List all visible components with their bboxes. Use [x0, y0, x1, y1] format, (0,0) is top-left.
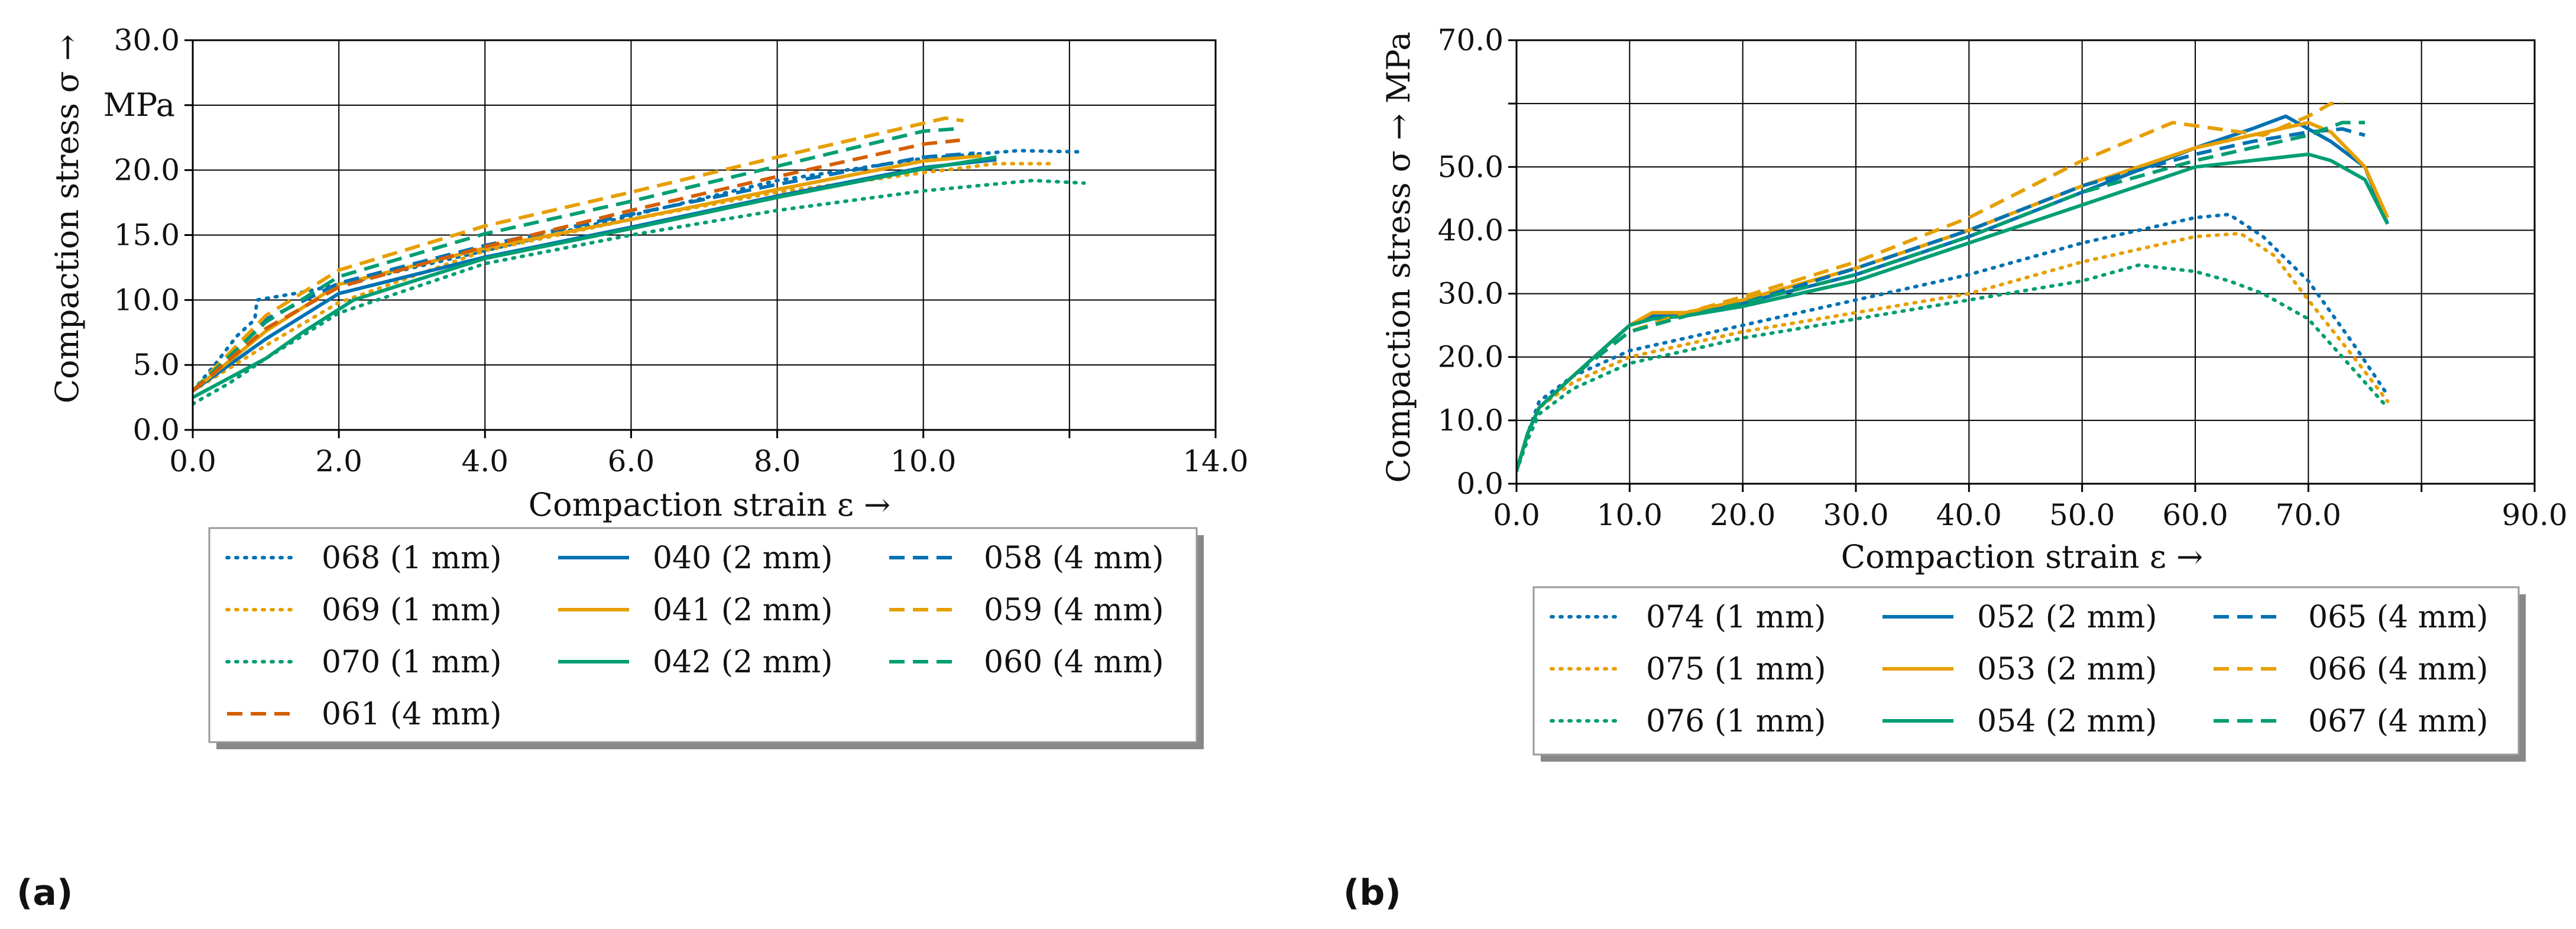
chart-b-ytick-label: 30.0 [1438, 277, 1504, 311]
chart-a-series-059 [193, 116, 964, 393]
chart-b-xtick-label: 70.0 [2276, 498, 2341, 532]
chart-a-legend-label: 042 (2 mm) [653, 645, 833, 680]
chart-a-series-069 [193, 161, 1057, 393]
chart-a-legend-label: 070 (1 mm) [322, 645, 502, 680]
panel-label-b: (b) [1343, 872, 1401, 914]
chart-b-ytick-label: 0.0 [1456, 467, 1504, 501]
chart-a-legend-label: 058 (4 mm) [984, 540, 1164, 576]
chart-b-ytick-label: 20.0 [1438, 340, 1504, 374]
chart-b-legend-label: 076 (1 mm) [1646, 704, 1826, 739]
chart-a-xtick-label: 2.0 [315, 444, 362, 478]
chart-b-legend-label: 054 (2 mm) [1977, 704, 2157, 739]
chart-b-ytick-label: 70.0 [1438, 23, 1504, 57]
chart-b-frame [1515, 39, 2536, 485]
chart-b-series-067 [1517, 121, 2365, 472]
chart-a-series-group [193, 116, 1086, 406]
chart-a-xtick-label: 4.0 [462, 444, 509, 478]
chart-b-legend-label: 067 (4 mm) [2308, 704, 2488, 739]
chart-b-legend: 074 (1 mm) 052 (2 mm) 065 (4 mm) 075 (1 mm)… [1532, 586, 2526, 762]
chart-b-xtick-label: 40.0 [1936, 498, 2002, 532]
chart-b-legend-label: 066 (4 mm) [2308, 652, 2488, 687]
chart-b-series-054 [1517, 152, 2389, 472]
chart-b-xtick-label: 0.0 [1493, 498, 1540, 532]
chart-b-xtick-label: 30.0 [1823, 498, 1888, 532]
chart-a-ytick-label: 10.0 [114, 283, 180, 317]
chart-a-series-058 [193, 151, 975, 393]
chart-a-series-042 [193, 155, 997, 399]
chart-b-ylabel-line1: Compaction stress σ → MPa [1380, 31, 1417, 483]
chart-b: Compaction stress σ → MPa Compaction str… [1380, 23, 2568, 762]
chart-a-series-040 [193, 158, 997, 393]
chart-a-legend-label: 040 (2 mm) [653, 540, 833, 576]
chart-a-series-061 [193, 138, 960, 393]
chart-b-legend-label: 075 (1 mm) [1646, 652, 1826, 687]
chart-b-grid [1516, 40, 2535, 484]
chart-b-ytick-label: 50.0 [1438, 150, 1504, 184]
chart-b-series-group [1517, 102, 2390, 473]
chart-a-ylabel-line1: Compaction stress σ → [48, 34, 86, 404]
chart-a-xtick-label: 0.0 [169, 444, 216, 478]
chart-a-ytick-label: 15.0 [114, 218, 180, 253]
panel-label-a: (a) [17, 872, 73, 914]
chart-a-ytick-label: 30.0 [114, 23, 180, 57]
chart-b-xtick-label: 20.0 [1710, 498, 1775, 532]
chart-b-xtick-label: 60.0 [2162, 498, 2228, 532]
chart-b-xlabel: Compaction strain ε → [1841, 538, 2203, 575]
chart-b-ytick-label: 40.0 [1438, 213, 1504, 247]
chart-a-xlabel: Compaction strain ε → [529, 486, 890, 523]
chart-a-xtick-label: 6.0 [608, 444, 655, 478]
chart-a-series-070 [193, 179, 1086, 406]
chart-a-legend-label: 060 (4 mm) [984, 645, 1164, 680]
chart-b-xtick-label: 50.0 [2049, 498, 2115, 532]
chart-a-ytick-label: 0.0 [132, 413, 180, 447]
chart-a-legend-label: 068 (1 mm) [322, 540, 502, 576]
chart-a-legend-label: 059 (4 mm) [984, 593, 1164, 628]
chart-b-legend-box [1532, 586, 2520, 756]
chart-a-xtick-label: 8.0 [754, 444, 801, 478]
chart-b-legend-label: 053 (2 mm) [1977, 652, 2157, 687]
chart-b-series-074 [1517, 212, 2390, 473]
chart-a-series-060 [193, 127, 960, 393]
chart-b-legend-label: 052 (2 mm) [1977, 600, 2157, 635]
chart-a-legend: 068 (1 mm) 040 (2 mm) 058 (4 mm) 069 (1 mm)… [208, 527, 1204, 749]
chart-a-legend-label: 069 (1 mm) [322, 593, 502, 628]
chart-a-series-068 [193, 148, 1086, 393]
chart-a-legend-box [208, 527, 1198, 743]
chart-a-series-041 [193, 154, 982, 393]
chart-b-legend-label: 065 (4 mm) [2308, 600, 2488, 635]
chart-a-ylabel-line2: MPa [103, 86, 175, 124]
chart-b-legend-label: 074 (1 mm) [1646, 600, 1826, 635]
chart-b-xtick-label: 10.0 [1597, 498, 1663, 532]
chart-a-legend-label: 041 (2 mm) [653, 593, 833, 628]
chart-a: Compaction stress σ → MPa Compaction str… [48, 23, 1249, 749]
chart-b-ytick-label: 10.0 [1438, 403, 1504, 438]
chart-a-legend-label: 061 (4 mm) [322, 697, 502, 732]
chart-b-series-066 [1517, 102, 2342, 472]
chart-b-series-075 [1517, 231, 2390, 473]
chart-a-ytick-label: 5.0 [132, 348, 180, 382]
chart-b-xtick-label: 90.0 [2502, 498, 2567, 532]
chart-a-grid [192, 40, 1216, 430]
chart-a-xtick-label: 14.0 [1182, 444, 1248, 478]
chart-a-xtick-label: 10.0 [890, 444, 956, 478]
chart-a-ytick-label: 20.0 [114, 153, 180, 187]
chart-b-series-076 [1517, 263, 2390, 473]
